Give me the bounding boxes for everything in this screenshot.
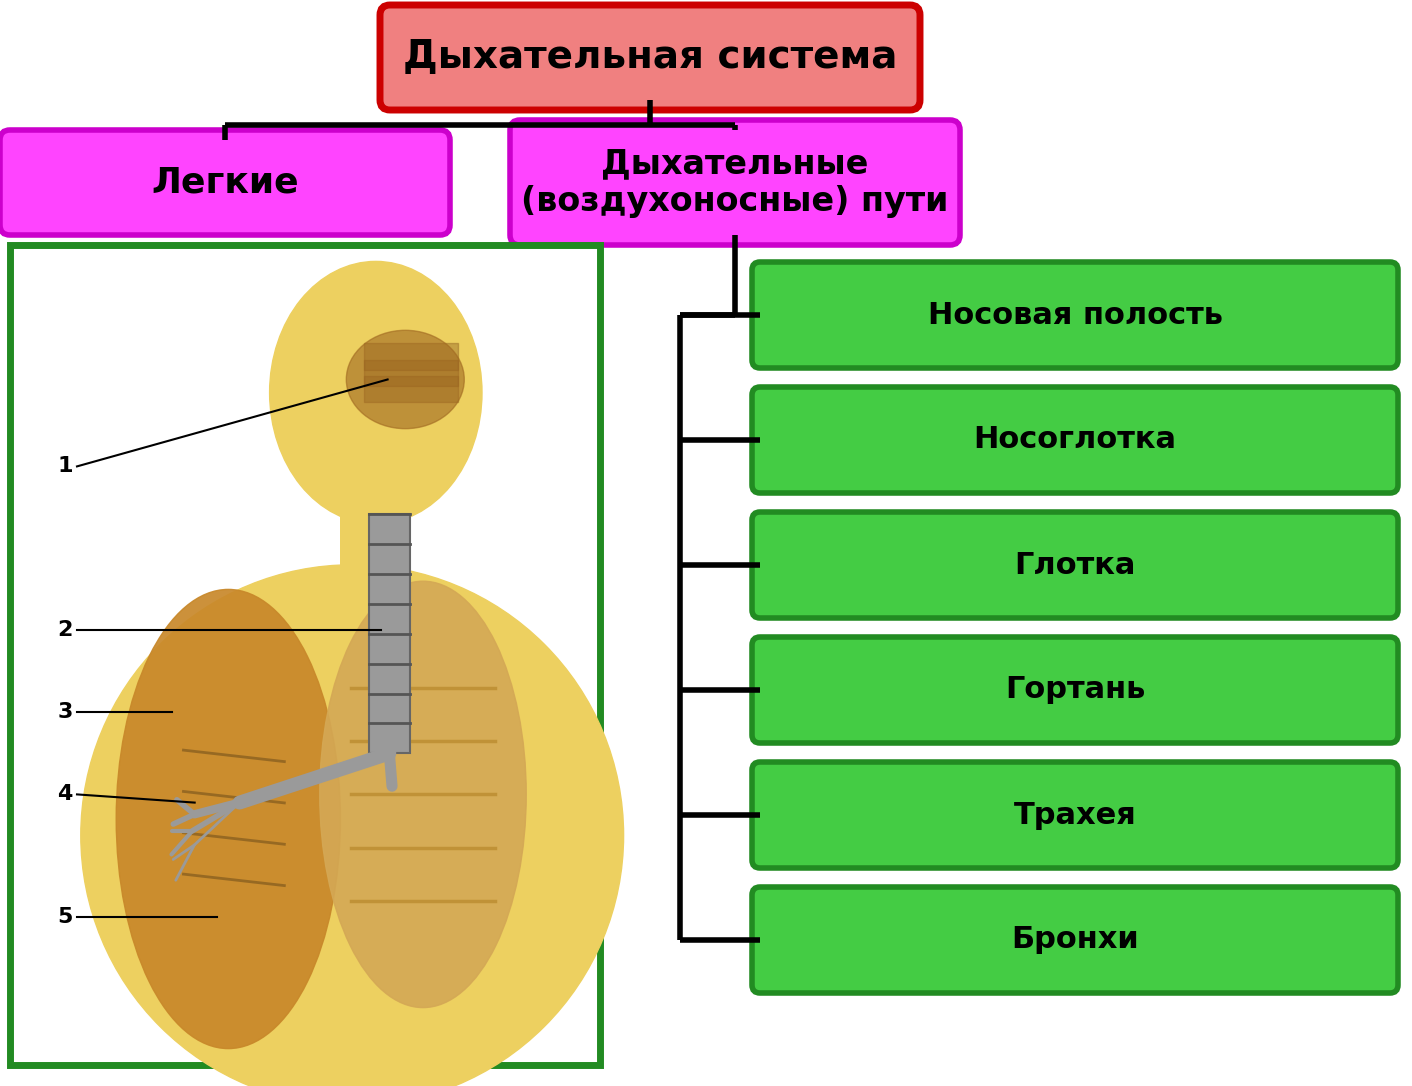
Text: 4: 4	[58, 784, 72, 805]
Ellipse shape	[319, 581, 527, 1008]
Text: 2: 2	[58, 620, 72, 641]
Text: 1: 1	[58, 456, 73, 477]
Text: Носоглотка: Носоглотка	[973, 426, 1176, 455]
FancyBboxPatch shape	[753, 262, 1398, 368]
Text: 3: 3	[58, 703, 72, 722]
Text: 5: 5	[58, 908, 72, 927]
FancyBboxPatch shape	[510, 119, 960, 245]
Text: Носовая полость: Носовая полость	[928, 301, 1223, 329]
Ellipse shape	[346, 330, 465, 429]
Text: Дыхательные
(воздухоносные) пути: Дыхательные (воздухоносные) пути	[521, 147, 949, 218]
FancyBboxPatch shape	[753, 762, 1398, 868]
FancyBboxPatch shape	[753, 512, 1398, 618]
FancyBboxPatch shape	[380, 5, 921, 110]
FancyBboxPatch shape	[10, 245, 600, 1065]
FancyBboxPatch shape	[340, 497, 411, 590]
Text: Гортань: Гортань	[1005, 675, 1145, 705]
Text: Дыхательная система: Дыхательная система	[402, 38, 897, 76]
FancyBboxPatch shape	[753, 387, 1398, 493]
Text: Глотка: Глотка	[1014, 551, 1135, 580]
Text: Бронхи: Бронхи	[1011, 925, 1139, 955]
FancyBboxPatch shape	[753, 887, 1398, 993]
Text: Легкие: Легкие	[151, 165, 299, 200]
Ellipse shape	[80, 565, 624, 1086]
FancyBboxPatch shape	[369, 514, 409, 754]
Text: Трахея: Трахея	[1014, 800, 1137, 830]
Ellipse shape	[116, 590, 340, 1049]
Ellipse shape	[270, 262, 481, 523]
FancyBboxPatch shape	[753, 637, 1398, 743]
FancyBboxPatch shape	[0, 130, 450, 235]
